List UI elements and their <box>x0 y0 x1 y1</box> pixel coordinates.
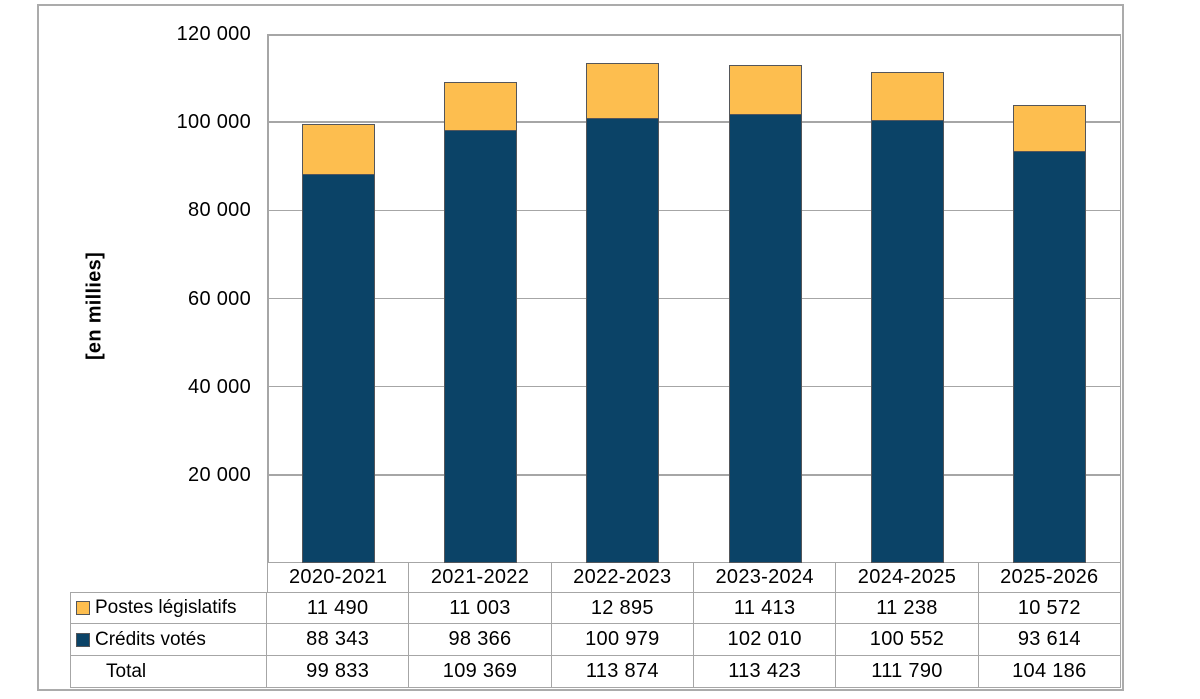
legend-cell-postes-legislatifs: Postes législatifs <box>70 592 267 624</box>
category-label-2020-2021: 2020-2021 <box>267 563 410 592</box>
category-label-2024-2025: 2024-2025 <box>836 563 979 592</box>
table-value-postes-legislatifs-2024-2025: 11 238 <box>836 592 979 624</box>
table-value-credits-votes-2024-2025: 100 552 <box>836 624 979 656</box>
legend-swatch-credits-votes-icon <box>76 632 90 647</box>
bar-segment-postes-legislatifs-2020-2021 <box>301 124 375 176</box>
table-value-total-2023-2024: 113 423 <box>693 656 837 688</box>
category-row: 2020-2021 2021-2022 2022-2023 2023-2024 2024… <box>267 563 1121 592</box>
legend-swatch-postes-legislatifs-icon <box>76 601 90 615</box>
table-value-credits-votes-2025-2026: 93 614 <box>978 624 1121 656</box>
y-axis-line <box>267 34 269 563</box>
category-label-2023-2024: 2023-2024 <box>694 563 837 592</box>
gridline <box>267 297 1121 300</box>
category-label-2022-2023: 2022-2023 <box>552 563 694 592</box>
y-tick-label: 40 000 <box>188 375 251 398</box>
table-value-postes-legislatifs-2022-2023: 12 895 <box>551 592 694 624</box>
category-label-2021-2022: 2021-2022 <box>409 563 552 592</box>
legend-cell-total: Total <box>70 656 267 688</box>
plot-area <box>267 34 1121 563</box>
plot-top-border <box>267 34 1121 36</box>
bar-segment-credits-votes-2021-2022 <box>444 129 517 563</box>
table-value-credits-votes-2020-2021: 88 343 <box>267 624 410 656</box>
y-tick-label: 100 000 <box>176 111 251 134</box>
chart-frame: [en millies] 2020-2021 2021-2022 2022-2023… <box>37 4 1124 691</box>
y-tick-label: 20 000 <box>188 463 251 486</box>
category-label-2025-2026: 2025-2026 <box>979 563 1121 592</box>
bar-segment-postes-legislatifs-2023-2024 <box>728 64 802 115</box>
legend-label-credits-votes: Crédits votés <box>95 628 206 650</box>
gridline <box>267 209 1121 212</box>
bar-segment-credits-votes-2025-2026 <box>1013 150 1087 563</box>
x-axis-line <box>267 561 1121 563</box>
data-table: Postes législatifs 11 490 11 003 12 895 11 4… <box>70 592 1121 688</box>
y-tick-label: 80 000 <box>188 199 251 222</box>
y-tick-label: 120 000 <box>176 23 251 45</box>
table-value-total-2025-2026: 104 186 <box>978 656 1121 688</box>
table-value-postes-legislatifs-2025-2026: 10 572 <box>978 592 1121 624</box>
table-value-credits-votes-2023-2024: 102 010 <box>693 624 837 656</box>
table-value-total-2022-2023: 113 874 <box>551 656 694 688</box>
bar-segment-postes-legislatifs-2021-2022 <box>444 82 517 131</box>
bar-segment-postes-legislatifs-2022-2023 <box>586 62 660 120</box>
bar-segment-credits-votes-2024-2025 <box>871 119 944 563</box>
table-value-postes-legislatifs-2023-2024: 11 413 <box>693 592 837 624</box>
table-value-total-2021-2022: 109 369 <box>409 656 552 688</box>
plot-right-border <box>1119 34 1121 563</box>
table-value-credits-votes-2022-2023: 100 979 <box>551 624 694 656</box>
gridline <box>267 121 1121 123</box>
gridline <box>267 385 1121 388</box>
bar-segment-credits-votes-2022-2023 <box>586 117 660 563</box>
legend-label-postes-legislatifs: Postes législatifs <box>95 597 237 618</box>
bar-segment-credits-votes-2020-2021 <box>301 173 375 563</box>
bar-segment-postes-legislatifs-2024-2025 <box>871 71 944 122</box>
table-value-credits-votes-2021-2022: 98 366 <box>409 624 552 656</box>
legend-label-total: Total <box>106 660 147 682</box>
legend-cell-credits-votes: Crédits votés <box>70 624 267 656</box>
bar-segment-postes-legislatifs-2025-2026 <box>1013 105 1087 152</box>
bar-segment-credits-votes-2023-2024 <box>728 113 802 563</box>
table-value-postes-legislatifs-2020-2021: 11 490 <box>267 592 410 624</box>
table-value-total-2020-2021: 99 833 <box>267 656 410 688</box>
table-value-total-2024-2025: 111 790 <box>836 656 979 688</box>
table-value-postes-legislatifs-2021-2022: 11 003 <box>409 592 552 624</box>
y-tick-label: 60 000 <box>188 287 251 310</box>
gridline <box>267 474 1121 476</box>
